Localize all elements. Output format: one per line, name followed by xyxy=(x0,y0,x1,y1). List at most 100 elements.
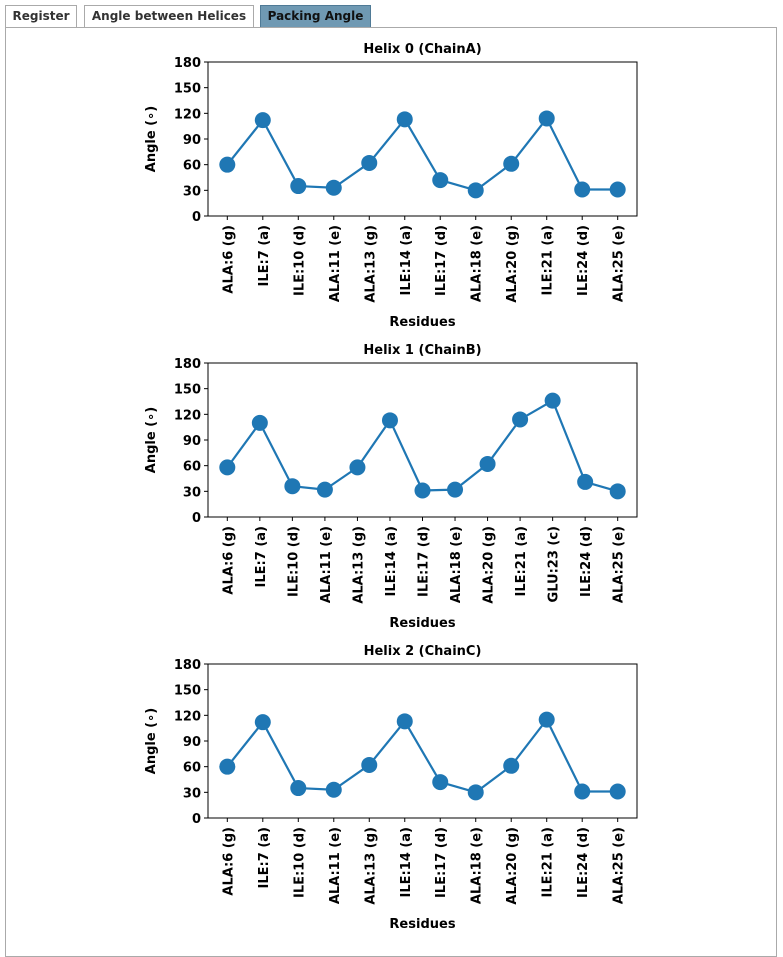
data-point xyxy=(503,757,520,774)
data-point xyxy=(503,155,520,172)
data-point xyxy=(512,411,529,428)
x-tick-label: ILE:10 (d) xyxy=(292,827,307,898)
tab-bar: Register Angle between Helices Packing A… xyxy=(0,0,783,28)
data-point xyxy=(219,758,236,775)
x-tick-label: ALA:20 (g) xyxy=(505,827,520,905)
data-point xyxy=(577,473,594,490)
y-tick-label: 180 xyxy=(174,357,201,372)
x-tick-label: ALA:18 (e) xyxy=(470,827,485,904)
x-tick-label: ALA:25 (e) xyxy=(612,827,627,904)
packing-angle-panel xyxy=(5,27,777,957)
y-tick-label: 0 xyxy=(192,511,201,526)
y-tick-label: 30 xyxy=(183,184,201,199)
x-tick-label: ALA:13 (g) xyxy=(363,225,378,303)
x-tick-label: ILE:10 (d) xyxy=(286,526,301,597)
y-tick-label: 90 xyxy=(183,735,201,750)
data-point xyxy=(432,774,449,791)
x-tick-label: ALA:13 (g) xyxy=(351,526,366,604)
y-tick-label: 30 xyxy=(183,786,201,801)
data-point xyxy=(219,156,236,173)
chart-title: Helix 0 (ChainA) xyxy=(363,42,481,57)
x-tick-label: ILE:14 (a) xyxy=(399,827,414,897)
y-tick-label: 60 xyxy=(183,159,201,174)
x-tick-label: ILE:14 (a) xyxy=(384,526,399,596)
chart-title: Helix 2 (ChainC) xyxy=(364,644,482,659)
x-tick-label: ILE:21 (a) xyxy=(541,827,556,897)
data-point xyxy=(325,179,342,196)
x-tick-label: ALA:20 (g) xyxy=(482,526,497,604)
series-line xyxy=(226,399,619,493)
y-tick-label: 90 xyxy=(183,133,201,148)
x-tick-label: ILE:24 (d) xyxy=(576,225,591,296)
y-axis-label: Angle (∘) xyxy=(144,708,159,774)
x-tick-label: ALA:18 (e) xyxy=(470,225,485,302)
y-tick-label: 120 xyxy=(174,107,201,122)
y-tick-label: 0 xyxy=(192,812,201,827)
x-tick-label: ILE:7 (a) xyxy=(257,225,272,286)
data-point xyxy=(574,783,591,800)
x-tick-label: ALA:20 (g) xyxy=(505,225,520,303)
x-tick-label: ALA:11 (e) xyxy=(328,827,343,904)
x-tick-label: ILE:7 (a) xyxy=(254,526,269,587)
data-point xyxy=(479,455,496,472)
x-tick-label: ALA:13 (g) xyxy=(363,827,378,905)
x-axis-label: Residues xyxy=(389,917,455,932)
data-point xyxy=(290,780,307,797)
y-tick-label: 150 xyxy=(174,82,201,97)
y-tick-label: 180 xyxy=(174,56,201,71)
y-tick-label: 150 xyxy=(174,684,201,699)
y-tick-label: 120 xyxy=(174,408,201,423)
y-tick-label: 60 xyxy=(183,460,201,475)
x-tick-label: ALA:18 (e) xyxy=(449,526,464,603)
data-point xyxy=(467,784,484,801)
data-point xyxy=(361,756,378,773)
x-tick-label: ALA:6 (g) xyxy=(221,827,236,896)
data-point xyxy=(609,181,626,198)
x-tick-label: ALA:25 (e) xyxy=(612,225,627,302)
tab-register[interactable]: Register xyxy=(5,5,77,27)
x-axis-label: Residues xyxy=(389,315,455,330)
x-tick-label: ALA:25 (e) xyxy=(612,526,627,603)
data-point xyxy=(349,459,366,476)
tab-packing-angle[interactable]: Packing Angle xyxy=(260,5,371,27)
tab-angle-between-helices[interactable]: Angle between Helices xyxy=(84,5,254,27)
data-point xyxy=(219,459,236,476)
x-tick-label: ILE:7 (a) xyxy=(257,827,272,888)
x-tick-label: ILE:21 (a) xyxy=(514,526,529,596)
y-tick-label: 120 xyxy=(174,709,201,724)
data-point xyxy=(609,783,626,800)
y-axis-label: Angle (∘) xyxy=(144,106,159,172)
x-tick-label: ILE:24 (d) xyxy=(579,526,594,597)
data-point xyxy=(254,714,271,731)
y-tick-label: 60 xyxy=(183,761,201,776)
data-point xyxy=(396,111,413,128)
x-tick-label: ILE:14 (a) xyxy=(399,225,414,295)
data-point xyxy=(284,478,301,495)
x-tick-label: GLU:23 (c) xyxy=(547,526,562,602)
data-point xyxy=(254,112,271,129)
data-point xyxy=(447,481,464,498)
x-tick-label: ILE:21 (a) xyxy=(541,225,556,295)
y-tick-label: 90 xyxy=(183,434,201,449)
x-tick-label: ALA:11 (e) xyxy=(328,225,343,302)
x-tick-label: ALA:11 (e) xyxy=(319,526,334,603)
x-tick-label: ALA:6 (g) xyxy=(221,526,236,595)
x-tick-label: ILE:10 (d) xyxy=(292,225,307,296)
data-point xyxy=(414,482,431,499)
data-point xyxy=(544,392,561,409)
data-point xyxy=(316,481,333,498)
x-tick-label: ALA:6 (g) xyxy=(221,225,236,294)
x-tick-label: ILE:24 (d) xyxy=(576,827,591,898)
y-tick-label: 180 xyxy=(174,658,201,673)
series-line xyxy=(226,718,618,794)
x-axis-label: Residues xyxy=(389,616,455,631)
data-point xyxy=(574,181,591,198)
x-tick-label: ILE:17 (d) xyxy=(434,225,449,296)
chart-helix-0: Helix 0 (ChainA) 0 30 60 90 120 150 180 Angle (∘… xyxy=(144,42,638,330)
y-axis-label: Angle (∘) xyxy=(144,407,159,473)
chart-helix-1: Helix 1 (ChainB) 0 30 60 90 120 150 180 Angle (∘… xyxy=(144,343,638,631)
data-point xyxy=(290,178,307,195)
chart-title: Helix 1 (ChainB) xyxy=(363,343,481,358)
data-point xyxy=(467,182,484,199)
y-tick-label: 0 xyxy=(192,210,201,225)
